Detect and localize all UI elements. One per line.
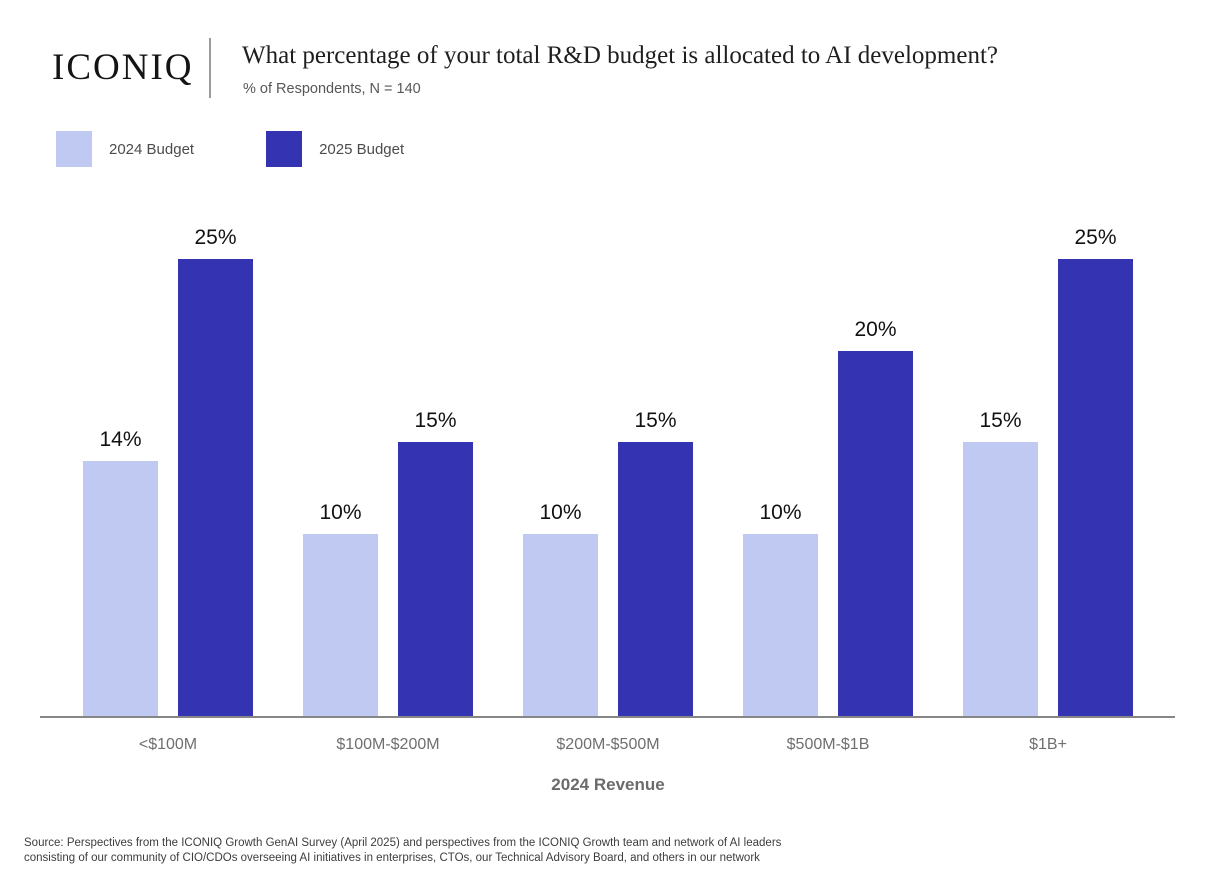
bar-column: 10% [743, 501, 818, 717]
data-label: 10% [319, 501, 362, 524]
bar-column: 25% [178, 226, 253, 717]
bar-2024-budget [83, 461, 158, 717]
bar-group: 10% 20% [743, 318, 913, 717]
data-label: 20% [854, 318, 897, 341]
bar-column: 15% [398, 409, 473, 717]
legend-item: 2024 Budget [56, 131, 194, 167]
legend-item: 2025 Budget [266, 131, 404, 167]
legend-swatch [266, 131, 303, 167]
source-line-2: consisting of our community of CIO/CDOs … [24, 852, 760, 864]
data-label: 15% [979, 409, 1022, 432]
bar-column: 14% [83, 428, 158, 717]
data-label: 25% [1074, 226, 1117, 249]
bar-2025-budget [618, 442, 693, 717]
data-label: 14% [99, 428, 142, 451]
data-label: 15% [634, 409, 677, 432]
bar-2025-budget [1058, 259, 1133, 717]
header-divider [209, 38, 211, 98]
bar-group: 10% 15% [523, 409, 693, 717]
plot: 14% 25% 10% 15% 10% 15% 10% 20% 15% 25% [83, 217, 1133, 717]
bar-2024-budget [743, 534, 818, 717]
bar-group: 10% 15% [303, 409, 473, 717]
bar-2024-budget [303, 534, 378, 717]
category-labels: <$100M $100M-$200M $200M-$500M $500M-$1B $1B… [83, 736, 1133, 754]
x-axis-title: 2024 Revenue [551, 775, 665, 794]
data-label: 15% [414, 409, 457, 432]
bar-column: 10% [303, 501, 378, 717]
legend: 2024 Budget 2025 Budget [56, 131, 404, 167]
legend-label: 2025 Budget [319, 140, 405, 158]
category-label: $1B+ [1029, 736, 1067, 753]
bar-column: 20% [838, 318, 913, 717]
category-label: <$100M [138, 736, 198, 753]
bar-group: 14% 25% [83, 226, 253, 717]
category-label: $200M-$500M [556, 736, 660, 753]
bar-group: 15% 25% [963, 226, 1133, 717]
bar-2024-budget [963, 442, 1038, 717]
category-label: $100M-$200M [336, 736, 440, 753]
bar-2024-budget [523, 534, 598, 717]
bar-2025-budget [178, 259, 253, 717]
bar-column: 15% [963, 409, 1038, 717]
x-axis-line [40, 716, 1175, 718]
bar-column: 25% [1058, 226, 1133, 717]
legend-swatch [56, 131, 92, 167]
bar-2025-budget [398, 442, 473, 717]
data-label: 25% [194, 226, 237, 249]
data-label: 10% [539, 501, 582, 524]
bar-column: 10% [523, 501, 598, 717]
legend-label: 2024 Budget [109, 140, 195, 158]
page-subtitle: % of Respondents, N = 140 [243, 81, 421, 97]
page-title: What percentage of your total R&D budget… [242, 42, 999, 69]
bar-column: 15% [618, 409, 693, 717]
source-note: Source: Perspectives from the ICONIQ Gro… [24, 836, 781, 866]
category-label: $500M-$1B [786, 736, 870, 753]
bar-2025-budget [838, 351, 913, 717]
source-line-1: Source: Perspectives from the ICONIQ Gro… [24, 837, 782, 849]
data-label: 10% [759, 501, 802, 524]
iconiq-logo: ICONIQ [52, 47, 194, 88]
